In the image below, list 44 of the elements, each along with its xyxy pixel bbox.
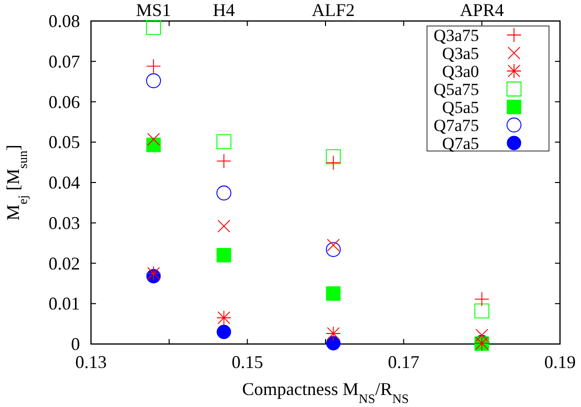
point [146,20,161,35]
x-tick-label: 0.15 [232,352,264,372]
point [147,132,160,146]
point [475,328,488,342]
legend-label: Q5a75 [434,80,479,99]
point [217,220,230,233]
point [474,303,490,318]
point [146,266,161,281]
y-tick-label: 0 [71,334,80,354]
point [146,138,161,152]
x-tick-label: 0.13 [75,352,107,372]
point [216,310,232,326]
x-tick-label: 0.17 [388,352,420,372]
legend-label: Q7a5 [442,134,479,153]
legend-label: Q3a75 [434,26,479,45]
point [146,73,161,88]
y-tick-label: 0.04 [48,172,80,192]
y-tick-label: 0.02 [48,253,80,274]
point [216,324,232,340]
point [216,248,232,262]
y-tick-label: 0.01 [48,294,80,314]
y-tick-label: 0.08 [48,11,80,31]
legend-label: Q7a75 [434,116,479,135]
text: MS1 [136,0,172,20]
text: ALF2 [312,0,355,20]
point [216,186,232,200]
point [326,286,341,301]
y-tick-label: 0.07 [48,51,80,72]
point [326,242,341,257]
x-tick-label: 0.19 [544,352,576,372]
point [326,336,341,350]
legend-label: Q3a0 [442,62,479,81]
y-tick-label: 0.06 [48,92,80,112]
point [216,134,232,150]
legend-label: Q3a5 [442,44,479,63]
text: H4 [212,0,235,20]
point [326,326,341,341]
text: APR4 [460,0,504,20]
legend-label: Q5a5 [442,98,479,117]
y-tick-label: 0.03 [48,212,80,233]
x-axis-title: Compactness M$_{NS}$/R$_{NS}$ [242,379,409,406]
point [326,149,341,164]
y-tick-label: 0.05 [48,132,80,152]
point [326,238,340,252]
